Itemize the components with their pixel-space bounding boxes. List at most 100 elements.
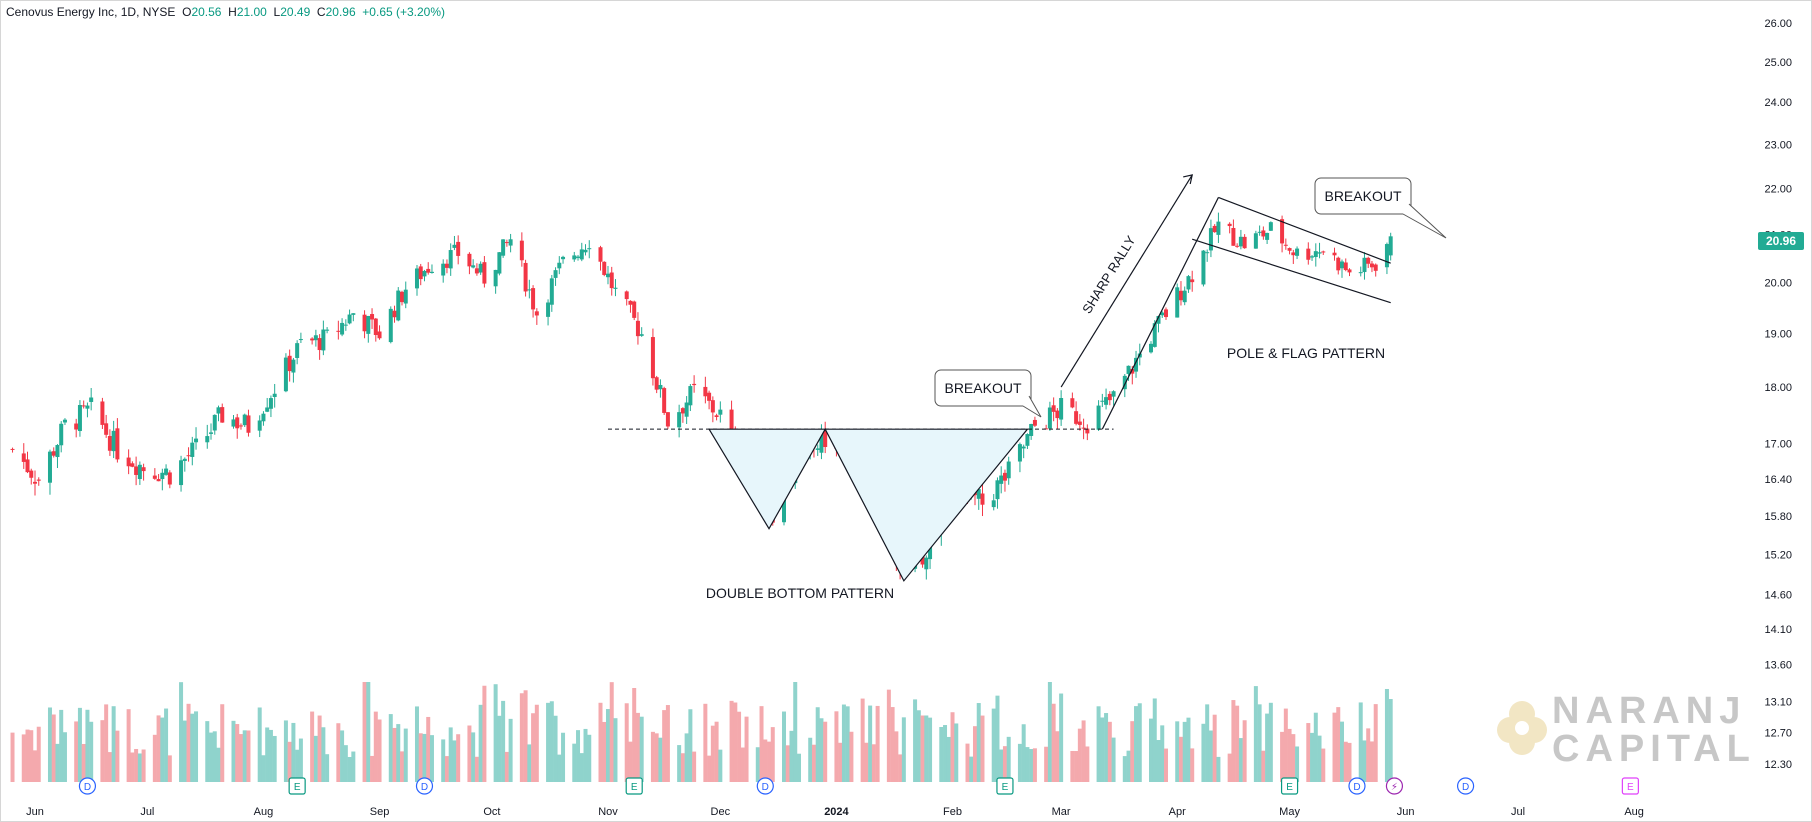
volume-bar (478, 704, 483, 782)
candle-body (729, 409, 734, 433)
volume-bar (785, 745, 790, 782)
volume-bar (220, 704, 225, 782)
candle-body (242, 414, 247, 426)
volume-bar (561, 732, 566, 782)
candle-body (85, 405, 90, 409)
volume-bar (710, 725, 715, 782)
volume-bar (55, 743, 60, 782)
volume-bar (943, 725, 948, 782)
volume-bar (167, 755, 172, 782)
y-tick-label: 17.00 (1764, 439, 1792, 451)
volume-bar (265, 727, 270, 782)
candle-body (1029, 423, 1034, 436)
double-bottom-label: DOUBLE BOTTOM PATTERN (706, 585, 894, 601)
volume-bar (156, 715, 161, 782)
candle-body (1227, 223, 1232, 227)
candle-body (1077, 421, 1082, 425)
candle-body (587, 248, 592, 250)
y-tick-label: 13.10 (1764, 697, 1792, 709)
volume-bar (815, 707, 820, 782)
candle-body (283, 357, 288, 392)
candle-body (632, 301, 637, 318)
dividend-marker (756, 777, 774, 795)
volume-bar (553, 715, 558, 782)
candle-body (714, 415, 719, 417)
candle-body (373, 318, 378, 335)
volume-bar (838, 742, 843, 782)
candle-body (347, 314, 352, 324)
x-tick-label: Jul (140, 806, 154, 818)
candle-body (635, 320, 640, 337)
candle-body (1287, 248, 1292, 251)
candle-body (126, 457, 131, 467)
volume-bar (890, 707, 895, 782)
candle-body (107, 436, 112, 451)
exchange: NYSE (142, 5, 176, 19)
candle-body (1081, 427, 1086, 429)
volume-bar (916, 710, 921, 782)
candle-body (519, 240, 524, 261)
candle-body (1369, 263, 1374, 268)
breakout-callout-2: BREAKOUT (1314, 177, 1447, 239)
volume-bar (1190, 748, 1195, 782)
candle-body (605, 273, 610, 278)
volume-bar (1310, 732, 1315, 782)
y-tick-label: 19.00 (1764, 329, 1792, 341)
y-tick-label: 14.10 (1764, 624, 1792, 636)
volume-bar (1340, 721, 1345, 782)
volume-bar (51, 714, 56, 782)
candle-body (549, 278, 554, 305)
volume-bar (1100, 717, 1105, 782)
volume-bar (1238, 738, 1243, 782)
volume-bar (272, 735, 277, 782)
candle-body (598, 247, 603, 262)
candle-body (576, 256, 581, 258)
volume-bar (29, 730, 34, 782)
high-label: H (228, 5, 237, 19)
volume-bar (1362, 740, 1367, 782)
volume-bar (531, 713, 536, 782)
candle-body (602, 261, 607, 275)
close-label: C (316, 5, 326, 19)
dividend-marker-label: D (84, 782, 91, 793)
volume-bar (474, 756, 479, 782)
volume-bar (1186, 717, 1191, 782)
candle-body (1340, 261, 1345, 269)
candle-body (650, 337, 655, 379)
x-tick-label: Mar (1052, 806, 1071, 818)
volume-bar (875, 705, 880, 782)
candle-body (1261, 230, 1266, 237)
volume-bar (845, 706, 850, 782)
volume-bar (295, 749, 300, 782)
volume-bar (1152, 698, 1157, 782)
earnings-marker-label: E (631, 782, 638, 793)
volume-bar (519, 693, 524, 782)
interval: 1D (120, 5, 137, 19)
candles (10, 212, 1393, 580)
earnings-marker-label: E (294, 782, 301, 793)
volume-bar (782, 711, 786, 782)
candle-body (1051, 405, 1056, 412)
volume-bar (849, 731, 854, 782)
volume-bar (493, 684, 498, 782)
volume-bar (740, 747, 745, 782)
candle-body (1373, 264, 1378, 271)
volume-bar (819, 718, 824, 782)
volume-bar (703, 703, 708, 782)
volume-bar (609, 682, 614, 782)
volume-bar (89, 721, 94, 782)
volume-bar (429, 735, 434, 782)
volume-bar (231, 720, 236, 782)
candle-body (1104, 397, 1109, 405)
volume-bar (969, 756, 974, 782)
volume-bar (1175, 721, 1180, 782)
candle-body (1336, 257, 1341, 271)
candle-body (216, 407, 221, 414)
dividend-marker (1456, 777, 1475, 795)
volume-bar (209, 732, 214, 782)
candle-body (205, 436, 210, 443)
volume-bar (901, 717, 906, 782)
y-tick-label: 13.60 (1764, 660, 1792, 672)
candle-body (639, 334, 644, 336)
